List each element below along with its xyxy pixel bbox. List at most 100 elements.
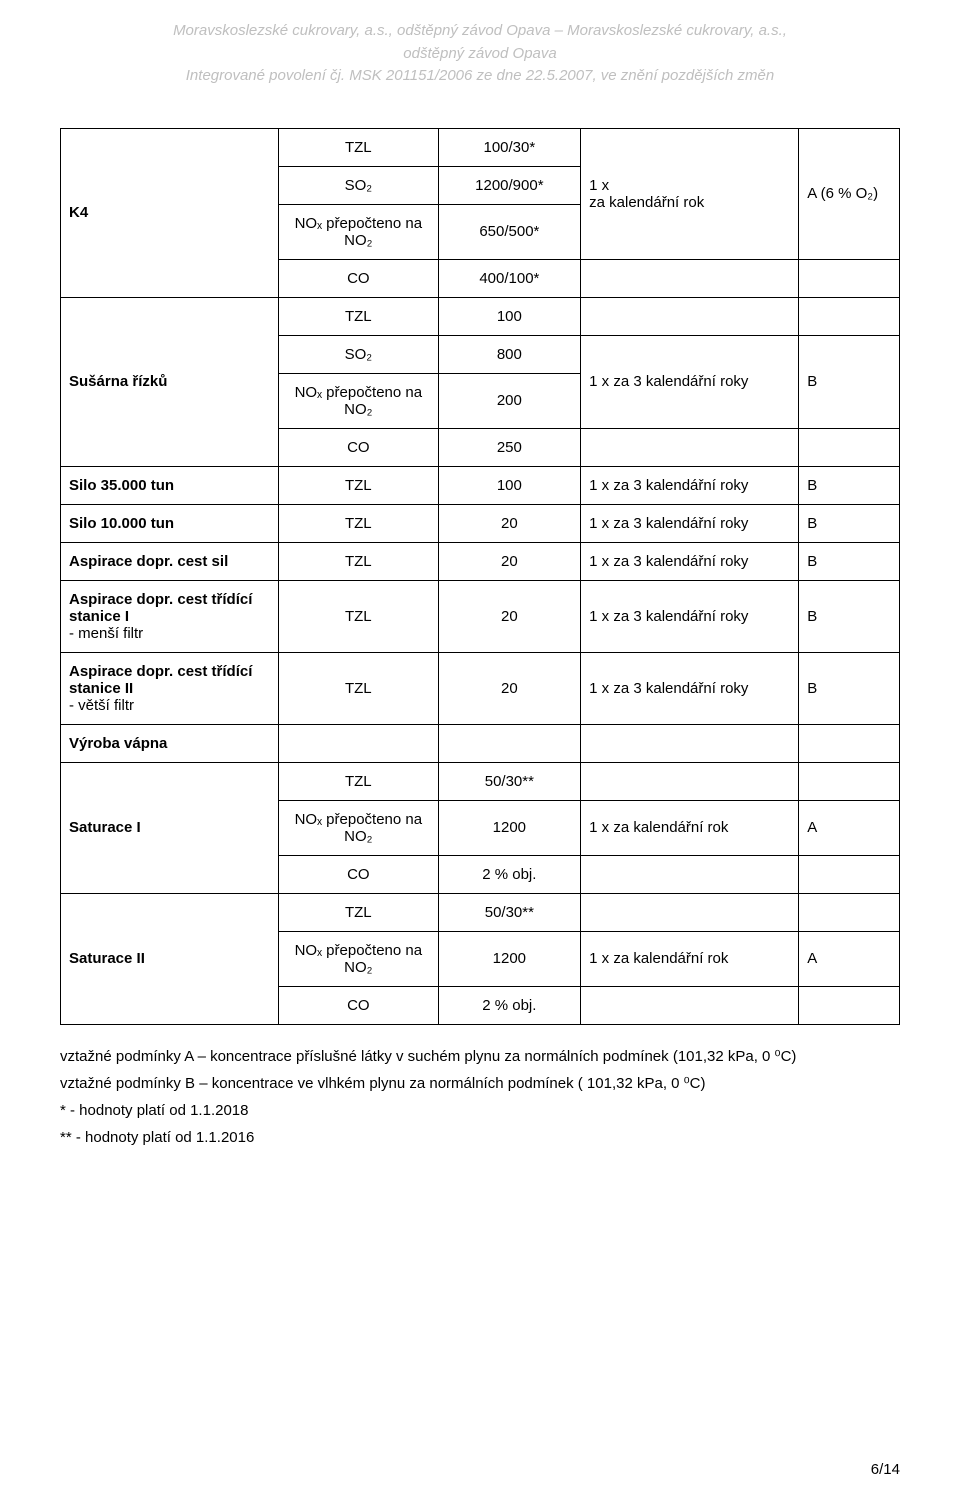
cell-pollutant: CO: [279, 259, 438, 297]
cell-limit: 20: [438, 580, 581, 652]
cell-pollutant: TZL: [279, 580, 438, 652]
cell-category: B: [799, 504, 900, 542]
cell-pollutant: CO: [279, 855, 438, 893]
cell-limit: 100: [438, 466, 581, 504]
cell-category: [799, 259, 900, 297]
emissions-table: K4 TZL 100/30* 1 xza kalendářní rok A (6…: [60, 128, 900, 1025]
cell-limit: 650/500*: [438, 204, 581, 259]
cell-frequency: 1 xza kalendářní rok: [581, 128, 799, 259]
cell-category: B: [799, 580, 900, 652]
cell-pollutant: NOₓ přepočteno na NO₂: [279, 373, 438, 428]
cell-category: [799, 724, 900, 762]
cell-frequency: 1 x za 3 kalendářní roky: [581, 580, 799, 652]
cell-source: Silo 35.000 tun: [61, 466, 279, 504]
table-row: Aspirace dopr. cest třídící stanice I- m…: [61, 580, 900, 652]
cell-pollutant: CO: [279, 428, 438, 466]
table-row: Aspirace dopr. cest sil TZL 20 1 x za 3 …: [61, 542, 900, 580]
cell-pollutant: [279, 724, 438, 762]
cell-pollutant: TZL: [279, 297, 438, 335]
table-row: Saturace I TZL 50/30**: [61, 762, 900, 800]
note-line: ** - hodnoty platí od 1.1.2016: [60, 1124, 900, 1151]
cell-source: Silo 10.000 tun: [61, 504, 279, 542]
table-row: Saturace II TZL 50/30**: [61, 893, 900, 931]
cell-source: Aspirace dopr. cest třídící stanice I- m…: [61, 580, 279, 652]
page-number: 6/14: [871, 1461, 900, 1478]
cell-frequency: 1 x za 3 kalendářní roky: [581, 542, 799, 580]
cell-limit: 250: [438, 428, 581, 466]
cell-pollutant: TZL: [279, 504, 438, 542]
cell-limit: 2 % obj.: [438, 986, 581, 1024]
cell-limit: 100: [438, 297, 581, 335]
cell-pollutant: TZL: [279, 466, 438, 504]
table-row: K4 TZL 100/30* 1 xza kalendářní rok A (6…: [61, 128, 900, 166]
cell-pollutant: TZL: [279, 893, 438, 931]
cell-frequency: 1 x za 3 kalendářní roky: [581, 652, 799, 724]
cell-category: A: [799, 931, 900, 986]
cell-pollutant: SO₂: [279, 335, 438, 373]
cell-pollutant: CO: [279, 986, 438, 1024]
cell-frequency: [581, 986, 799, 1024]
cell-frequency: 1 x za kalendářní rok: [581, 931, 799, 986]
note-line: vztažné podmínky A – koncentrace přísluš…: [60, 1043, 900, 1070]
cell-source: Sušárna řízků: [61, 297, 279, 466]
note-line: vztažné podmínky B – koncentrace ve vlhk…: [60, 1070, 900, 1097]
cell-frequency: [581, 762, 799, 800]
cell-limit: 50/30**: [438, 893, 581, 931]
cell-limit: 1200: [438, 931, 581, 986]
cell-category: [799, 428, 900, 466]
cell-limit: 100/30*: [438, 128, 581, 166]
cell-category: A: [799, 800, 900, 855]
cell-limit: 50/30**: [438, 762, 581, 800]
cell-category: B: [799, 466, 900, 504]
cell-frequency: 1 x za 3 kalendářní roky: [581, 466, 799, 504]
cell-category: B: [799, 542, 900, 580]
cell-source: Saturace I: [61, 762, 279, 893]
cell-category: [799, 893, 900, 931]
cell-frequency: [581, 893, 799, 931]
cell-source: K4: [61, 128, 279, 297]
cell-source: Aspirace dopr. cest třídící stanice II- …: [61, 652, 279, 724]
cell-pollutant: NOₓ přepočteno na NO₂: [279, 204, 438, 259]
cell-limit: 2 % obj.: [438, 855, 581, 893]
cell-limit: 200: [438, 373, 581, 428]
cell-category: A (6 % O₂): [799, 128, 900, 259]
cell-pollutant: TZL: [279, 542, 438, 580]
cell-category: [799, 297, 900, 335]
notes-block: vztažné podmínky A – koncentrace přísluš…: [60, 1043, 900, 1151]
header-line-3: Integrované povolení čj. MSK 201151/2006…: [60, 65, 900, 88]
table-row: Silo 10.000 tun TZL 20 1 x za 3 kalendář…: [61, 504, 900, 542]
table-row: Aspirace dopr. cest třídící stanice II- …: [61, 652, 900, 724]
cell-pollutant: TZL: [279, 652, 438, 724]
note-line: * - hodnoty platí od 1.1.2018: [60, 1097, 900, 1124]
cell-category: B: [799, 652, 900, 724]
cell-limit: 1200: [438, 800, 581, 855]
cell-category: [799, 855, 900, 893]
header-line-2: odštěpný závod Opava: [60, 43, 900, 66]
cell-limit: [438, 724, 581, 762]
cell-category: [799, 762, 900, 800]
cell-frequency: [581, 259, 799, 297]
cell-pollutant: NOₓ přepočteno na NO₂: [279, 800, 438, 855]
cell-limit: 20: [438, 504, 581, 542]
cell-pollutant: NOₓ přepočteno na NO₂: [279, 931, 438, 986]
cell-pollutant: TZL: [279, 128, 438, 166]
cell-pollutant: TZL: [279, 762, 438, 800]
cell-limit: 400/100*: [438, 259, 581, 297]
cell-frequency: 1 x za 3 kalendářní roky: [581, 504, 799, 542]
cell-category: B: [799, 335, 900, 428]
cell-frequency: [581, 297, 799, 335]
cell-limit: 1200/900*: [438, 166, 581, 204]
table-row: Výroba vápna: [61, 724, 900, 762]
cell-source: Výroba vápna: [61, 724, 279, 762]
cell-frequency: [581, 428, 799, 466]
cell-frequency: 1 x za 3 kalendářní roky: [581, 335, 799, 428]
table-row: Silo 35.000 tun TZL 100 1 x za 3 kalendá…: [61, 466, 900, 504]
cell-limit: 20: [438, 652, 581, 724]
table-row: Sušárna řízků TZL 100: [61, 297, 900, 335]
cell-frequency: [581, 724, 799, 762]
cell-source: Saturace II: [61, 893, 279, 1024]
cell-frequency: [581, 855, 799, 893]
cell-pollutant: SO₂: [279, 166, 438, 204]
cell-frequency: 1 x za kalendářní rok: [581, 800, 799, 855]
cell-limit: 20: [438, 542, 581, 580]
